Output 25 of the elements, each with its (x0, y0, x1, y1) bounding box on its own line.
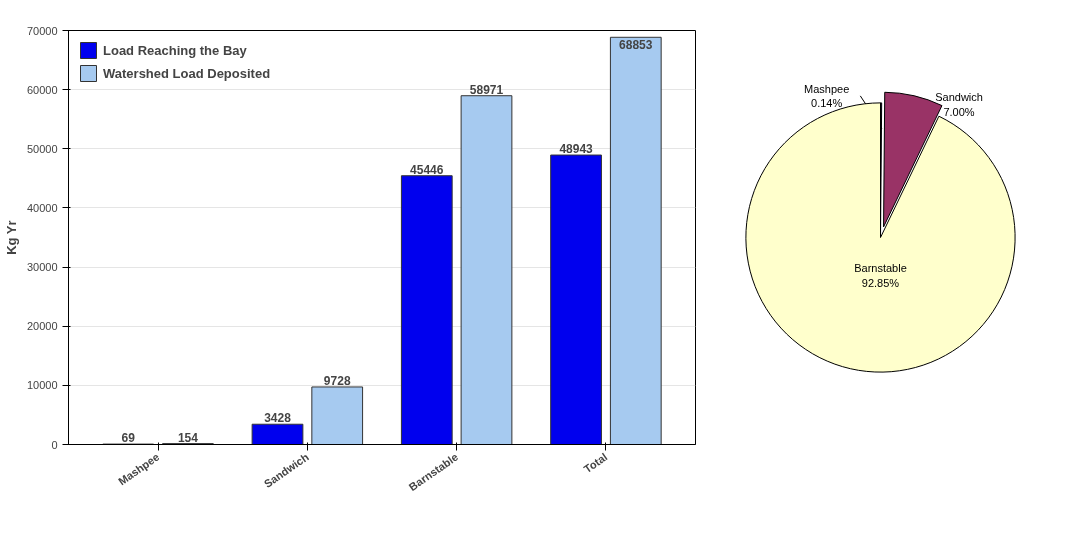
data-label: 154 (177, 430, 199, 445)
data-label: 0.14% (811, 97, 843, 110)
slice-label: Sandwich (935, 91, 983, 104)
data-label: 92.85% (861, 276, 900, 289)
data-label: 3428 (264, 411, 292, 426)
data-label: 9728 (323, 373, 351, 388)
y-tick-label: 40000 (26, 201, 58, 214)
data-label: 7.00% (943, 105, 975, 118)
legend-label: Load Reaching the Bay (103, 42, 247, 58)
y-tick-label: 20000 (26, 320, 58, 333)
y-tick-label: 10000 (26, 379, 58, 392)
y-tick-label: 70000 (26, 24, 58, 37)
y-tick-label: 0 (51, 438, 58, 451)
data-label: 45446 (410, 162, 444, 177)
legend-label: Watershed Load Deposited (103, 65, 271, 81)
data-label: 69 (121, 431, 136, 446)
slice-label: Mashpee (804, 82, 850, 95)
y-tick-label: 30000 (26, 261, 58, 274)
data-label: 58971 (469, 82, 504, 97)
y-tick-label: 50000 (26, 142, 58, 155)
slice-label: Barnstable (854, 262, 907, 275)
y-tick-label: 60000 (26, 83, 58, 96)
data-label: 68853 (619, 38, 653, 53)
y-axis-title: Kg Yr (3, 220, 19, 255)
data-label: 48943 (559, 142, 594, 157)
